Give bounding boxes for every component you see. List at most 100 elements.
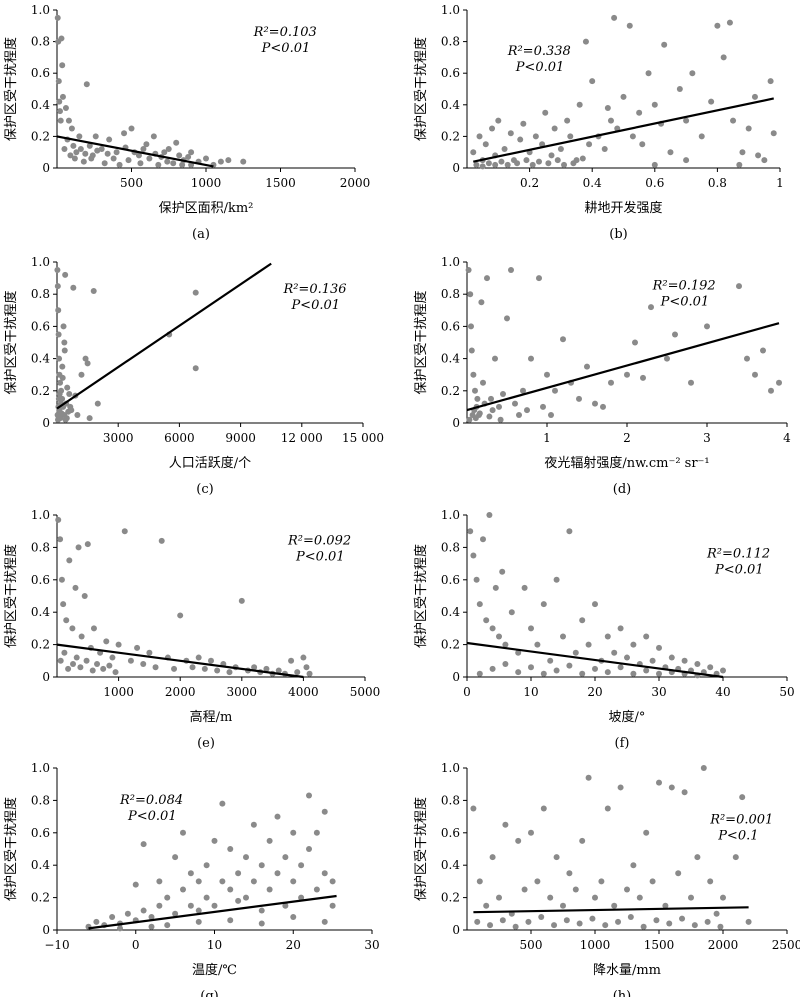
data-point: [502, 661, 509, 668]
data-point: [502, 821, 509, 828]
y-tick-label: 0.4: [31, 352, 50, 366]
data-point: [80, 158, 87, 165]
data-point: [172, 910, 179, 917]
data-point: [752, 371, 758, 378]
data-point: [630, 862, 637, 869]
data-point: [55, 395, 62, 402]
data-point: [84, 541, 91, 548]
y-tick-label: 0.8: [31, 540, 50, 554]
data-point: [152, 664, 159, 671]
data-point: [485, 160, 492, 167]
data-point: [62, 104, 69, 111]
y-tick-label: 1.0: [441, 761, 460, 775]
y-tick-label: 0.2: [441, 129, 460, 143]
data-point: [688, 894, 694, 901]
y-tick-label: 0.2: [31, 638, 50, 652]
data-point: [707, 664, 714, 671]
data-point: [135, 152, 142, 159]
data-point: [551, 922, 558, 929]
data-point: [104, 150, 111, 157]
data-point: [776, 379, 782, 386]
data-point: [300, 654, 307, 661]
data-point: [321, 870, 328, 877]
data-point: [195, 654, 202, 661]
data-point: [600, 403, 606, 410]
data-point: [288, 657, 295, 664]
y-tick-label: 0.4: [31, 858, 50, 872]
data-point: [662, 902, 669, 909]
data-point: [219, 878, 226, 885]
data-point: [106, 136, 113, 143]
data-point: [668, 654, 675, 661]
data-point: [54, 14, 61, 21]
p-value-label: P<0.01: [295, 549, 345, 564]
data-point: [479, 163, 486, 170]
data-point: [649, 878, 656, 885]
data-point: [59, 93, 66, 100]
data-point: [77, 664, 84, 671]
x-axis-label: 耕地开发强度: [584, 200, 662, 216]
data-point: [127, 657, 134, 664]
data-point: [714, 22, 721, 29]
y-tick-label: 0.4: [441, 605, 460, 619]
y-axis-label: 保护区受干扰程度: [413, 797, 429, 901]
data-point: [274, 870, 281, 877]
y-axis-label: 保护区受干扰程度: [3, 797, 19, 901]
panel-label: (c): [196, 482, 213, 497]
data-point: [243, 894, 249, 901]
data-point: [65, 117, 72, 124]
data-point: [282, 854, 289, 861]
data-point: [70, 661, 77, 668]
data-point: [566, 528, 573, 535]
data-point: [274, 813, 281, 820]
data-point: [275, 667, 282, 674]
data-point: [68, 125, 75, 132]
data-point: [61, 146, 68, 153]
data-point: [627, 914, 634, 921]
x-tick-label: 50: [779, 685, 794, 699]
data-point: [626, 22, 633, 29]
data-point: [683, 157, 690, 164]
data-point: [82, 150, 89, 157]
x-axis-label: 人口活跃度/个: [169, 455, 251, 471]
data-point: [698, 133, 705, 140]
data-point: [534, 878, 541, 885]
data-point: [55, 78, 62, 85]
data-point: [77, 146, 84, 153]
data-point: [489, 625, 496, 632]
data-point: [579, 155, 586, 162]
data-point: [208, 657, 214, 664]
y-tick-label: 0.2: [441, 384, 460, 398]
data-point: [736, 283, 742, 290]
data-point: [470, 149, 477, 156]
data-point: [146, 649, 153, 656]
data-point: [282, 902, 289, 909]
data-point: [679, 915, 686, 922]
data-point: [483, 617, 490, 624]
y-tick-label: 1.0: [31, 255, 50, 269]
data-point: [121, 528, 128, 535]
x-tick-label: 500: [120, 176, 143, 190]
data-point: [512, 400, 518, 407]
data-point: [528, 829, 534, 836]
data-point: [474, 395, 481, 402]
data-point: [483, 902, 490, 909]
y-tick-label: 0: [452, 416, 460, 430]
p-value-label: P<0.01: [660, 295, 710, 310]
data-point: [468, 323, 474, 330]
data-point: [504, 161, 511, 168]
data-point: [689, 70, 696, 77]
data-point: [55, 516, 62, 523]
data-point: [137, 160, 144, 167]
data-point: [617, 784, 624, 791]
panel-b: 0 0.2 0.4 0.6 0.8 1.0 0.2 0.4 0.6 0.8 1 R²=0.338P<0…: [413, 3, 784, 242]
x-tick-label: 6000: [164, 431, 195, 445]
data-point: [676, 86, 683, 92]
y-tick-label: 0.8: [31, 287, 50, 301]
r2-label: R²=0.084: [119, 793, 183, 808]
data-point: [113, 149, 120, 156]
data-point: [630, 641, 637, 648]
data-point: [306, 792, 312, 799]
data-point: [211, 837, 218, 844]
